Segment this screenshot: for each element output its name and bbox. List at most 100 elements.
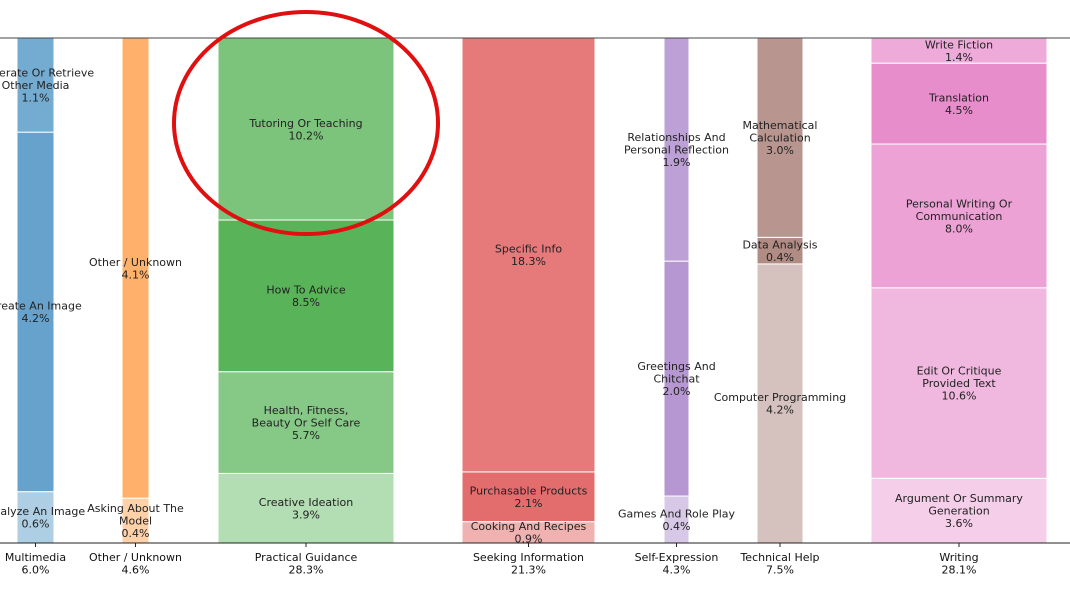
segment-name: Generation [928,505,989,518]
segment-label-edit-or-critique-provided-text: Edit Or Critique Provided Text 10.6% [917,365,1002,403]
segment-name: Relationships And [627,131,725,144]
segment-name: Other Media [2,79,70,92]
segment-value: 3.0% [766,144,794,157]
bar-segment-write-fiction [870,37,1048,64]
segment-value: 2.0% [663,385,691,398]
segment-label-data-analysis: Data Analysis 0.4% [742,238,817,264]
segment-name: Computer Programming [714,391,846,404]
segment-name: Create An Image [0,300,82,313]
bar-segment-mathematical-calculation [756,37,804,238]
bar-segment-games-and-role-play [663,495,690,544]
segment-label-games-and-role-play: Games And Role Play 0.4% [618,507,736,533]
bar-segment-computer-programming [756,263,804,544]
category-name: Practical Guidance [255,551,358,564]
bars-layer [16,37,1048,544]
segment-value: 0.4% [766,251,794,264]
bar-segment-specific-info [461,37,596,473]
x-tick-label-other-unknown: Other / Unknown 4.6% [89,551,182,577]
segment-value: 1.9% [663,156,691,169]
segment-name: Specific Info [495,243,562,256]
segment-label-translation: Translation 4.5% [928,91,989,117]
segment-label-relationships-and-personal-reflection: Relationships And Personal Reflection 1.9% [624,131,729,169]
segment-name: Mathematical [743,119,818,132]
bar-segment-greetings-and-chitchat [663,260,690,497]
segment-value: 2.1% [515,497,543,510]
segment-name: Asking About The [87,502,184,515]
category-name: Other / Unknown [89,551,182,564]
x-tick-label-self-expression: Self-Expression 4.3% [635,551,719,577]
segment-label-creative-ideation: Creative Ideation 3.9% [259,496,353,522]
highlight-ellipse [172,10,440,237]
segment-name: Data Analysis [742,238,817,251]
segment-label-computer-programming: Computer Programming 4.2% [714,391,846,417]
segment-name: Other / Unknown [89,256,182,269]
segment-name: Analyze An Image [0,505,85,518]
bar-segment-other-unknown [121,37,150,499]
bar-segment-personal-writing-or-communication [870,143,1048,289]
segment-value: 4.5% [945,104,973,117]
segment-name: Calculation [749,132,810,145]
segment-name: Argument Or Summary [895,492,1023,505]
segment-name: Chitchat [653,373,700,386]
segment-value: 3.9% [292,508,320,521]
x-tick-label-writing: Writing 28.1% [939,551,978,577]
segment-name: Cooking And Recipes [471,520,587,533]
segment-name: Greetings And [637,360,715,373]
segment-label-personal-writing-or-communication: Personal Writing Or Communication 8.0% [906,197,1013,235]
bar-segment-translation [870,62,1048,145]
segment-label-write-fiction: Write Fiction 1.4% [925,38,993,64]
segment-value: 10.2% [289,129,324,142]
segment-value: 18.3% [511,255,546,268]
segment-name: Write Fiction [925,38,993,51]
segment-value: 10.6% [942,390,977,403]
category-total: 4.6% [122,564,150,577]
segment-name: Purchasable Products [470,485,588,498]
segment-label-specific-info: Specific Info 18.3% [495,243,562,269]
bar-segment-create-an-image [16,131,55,493]
segment-value: 1.4% [945,51,973,64]
segment-name: Model [119,515,152,528]
segment-label-how-to-advice: How To Advice 8.5% [266,284,345,310]
segment-label-tutoring-or-teaching: Tutoring Or Teaching 10.2% [248,117,362,143]
bar-segment-data-analysis [756,236,804,265]
segment-value: 8.5% [292,296,320,309]
segment-value: 4.2% [766,404,794,417]
x-tick-label-multimedia: Multimedia 6.0% [5,551,66,577]
segment-value: 1.1% [22,92,50,105]
segment-value: 4.1% [122,268,150,281]
annotation-layer [172,10,440,237]
bar-segment-health-fitness-beauty-or-self-care [217,371,395,474]
category-name: Writing [939,551,978,564]
bar-segment-argument-or-summary-generation [870,477,1048,544]
segment-label-mathematical-calculation: Mathematical Calculation 3.0% [743,119,818,157]
segment-value: 0.9% [515,533,543,546]
segment-value: 8.0% [945,222,973,235]
segment-name: Beauty Or Self Care [252,417,361,430]
segment-label-health-fitness-beauty-or-self-care: Health, Fitness, Beauty Or Self Care 5.7% [252,404,361,442]
segment-label-other-unknown: Other / Unknown 4.1% [89,256,182,282]
x-tick-label-practical-guidance: Practical Guidance 28.3% [255,551,358,577]
segment-label-argument-or-summary-generation: Argument Or Summary Generation 3.6% [895,492,1023,530]
segment-name: Provided Text [922,377,996,390]
segment-value: 0.6% [22,518,50,531]
segment-name: Personal Reflection [624,144,729,157]
bar-segment-asking-about-the-model [121,497,150,544]
segment-value: 5.7% [292,429,320,442]
segment-label-purchasable-products: Purchasable Products 2.1% [470,485,588,511]
bar-segment-how-to-advice [217,219,395,373]
category-name: Seeking Information [473,551,584,564]
segment-name: Games And Role Play [618,507,736,520]
category-total: 21.3% [511,564,546,577]
segment-name: Communication [916,210,1003,223]
segment-value: 0.4% [122,527,150,540]
segment-name: Edit Or Critique [917,365,1002,378]
bar-segment-analyze-an-image [16,491,55,544]
segment-name: Health, Fitness, [264,404,349,417]
category-name: Self-Expression [635,551,719,564]
segment-label-asking-about-the-model: Asking About The Model 0.4% [87,502,184,540]
segment-value: 3.6% [945,517,973,530]
category-total: 4.3% [663,564,691,577]
